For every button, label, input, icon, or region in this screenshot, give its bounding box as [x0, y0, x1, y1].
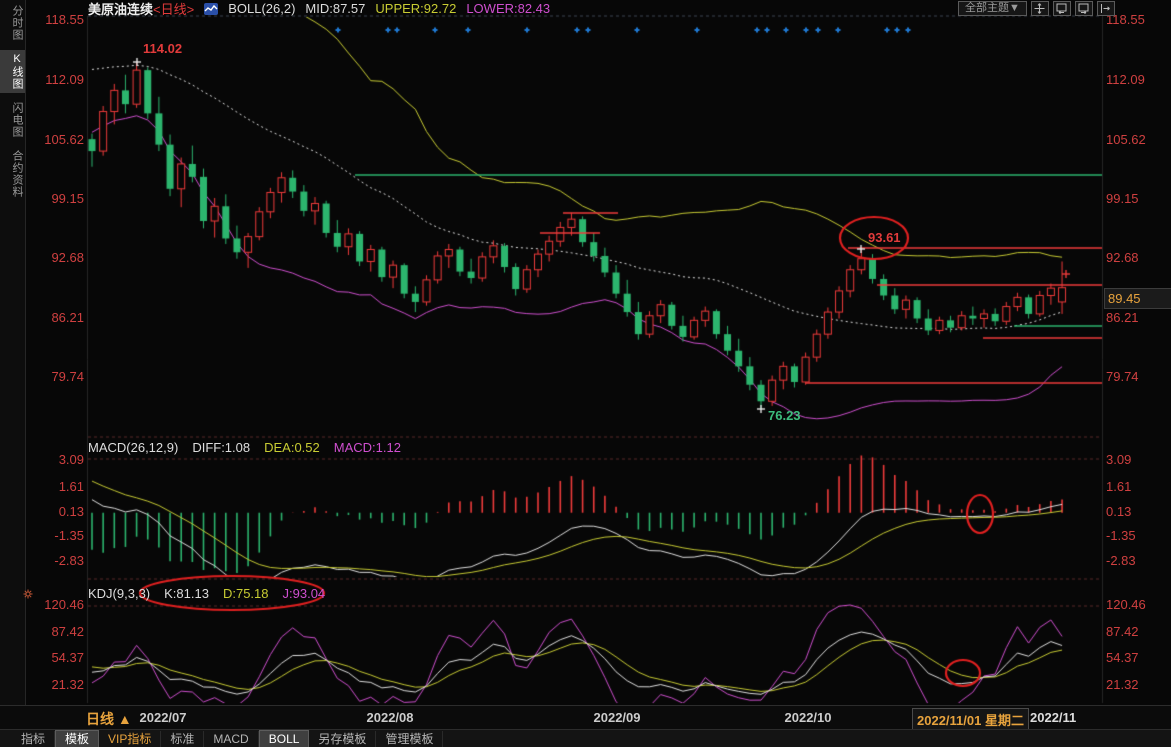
- macd-axis-label: -2.83: [54, 553, 84, 568]
- macd-axis-label: 0.13: [1106, 504, 1132, 519]
- boll-lower-value: LOWER:82.43: [466, 1, 551, 16]
- date-label-trailing: 2022/11: [1030, 710, 1077, 725]
- price-axis-label: 86.21: [51, 310, 84, 325]
- price-axis-label: 118.55: [45, 12, 84, 27]
- kdj-axis-label: 120.46: [44, 597, 84, 612]
- macd-axis-label: -1.35: [1106, 528, 1136, 543]
- kdj-header: KDJ(9,3,3) K:81.13 D:75.18 J:93.04: [88, 586, 325, 601]
- toolbar-tab-5[interactable]: MACD: [204, 731, 259, 747]
- indicator-toolbar: 指标 模板 VIP指标 标准 MACD BOLL 另存模板 管理模板: [0, 729, 1171, 747]
- zoom-in-range-button[interactable]: [1074, 0, 1093, 16]
- current-price-tag: 89.45: [1104, 288, 1171, 309]
- macd-title: MACD(26,12,9): [88, 440, 179, 455]
- toolbar-tab-8[interactable]: 管理模板: [376, 731, 444, 747]
- date-label: 2022/10: [784, 710, 832, 725]
- symbol-name: 美原油连续: [88, 2, 154, 17]
- macd-axis-label: -2.83: [1106, 553, 1136, 568]
- toolbar-tab-6[interactable]: BOLL: [258, 730, 310, 747]
- period-selector[interactable]: 日线 ▲: [86, 711, 132, 727]
- sidebar-tab-2[interactable]: K线图: [0, 50, 25, 93]
- kdj-axis-label: 120.46: [1106, 597, 1146, 612]
- sidebar-tab-4[interactable]: 合约资料: [11, 150, 23, 198]
- toolbar-tab-2[interactable]: 模板: [55, 730, 100, 747]
- toolbar-tab-4[interactable]: 标准: [161, 731, 205, 747]
- toolbar-tab-7[interactable]: 另存模板: [309, 731, 377, 747]
- kdj-d-value: D:75.18: [222, 586, 269, 601]
- kdj-j-value: J:93.04: [282, 586, 326, 601]
- macd-axis-label: 1.61: [1106, 479, 1132, 494]
- macd-dea-value: DEA:0.52: [264, 440, 320, 455]
- range-shrink-icon: [1056, 3, 1067, 14]
- macd-diff-value: DIFF:1.08: [192, 440, 251, 455]
- price-axis-label: 99.15: [1106, 191, 1139, 206]
- macd-macd-value: MACD:1.12: [333, 440, 401, 455]
- kdj-axis-label: 54.37: [51, 650, 84, 665]
- period-tag: <日线>: [153, 2, 195, 17]
- kline-chart-icon: [204, 2, 219, 15]
- date-axis: 日线 ▲ 2022/11/01 星期二 2022/11 2022/07 2022/…: [0, 705, 1171, 731]
- theme-selector-dropdown[interactable]: 全部主题▼: [958, 0, 1027, 16]
- macd-axis-label: 1.61: [58, 479, 84, 494]
- pan-right-button[interactable]: [1096, 0, 1115, 16]
- low-price-annotation: 76.23: [768, 408, 801, 423]
- sidebar-tab-3[interactable]: 闪电图: [11, 102, 23, 138]
- range-expand-icon: [1078, 3, 1089, 14]
- date-label: 2022/07: [139, 710, 187, 725]
- toolbar-tab-3[interactable]: VIP指标: [99, 731, 162, 747]
- kdj-k-value: K:81.13: [164, 586, 209, 601]
- price-axis-label: 105.62: [44, 132, 84, 147]
- date-label: 2022/08: [366, 710, 414, 725]
- peak-price-annotation: 93.61: [868, 230, 901, 245]
- zoom-out-range-button[interactable]: [1052, 0, 1071, 16]
- kdj-axis-label: 21.32: [1106, 677, 1139, 692]
- move-cross-icon: [1034, 2, 1045, 14]
- macd-axis-label: 3.09: [1106, 452, 1132, 467]
- price-axis-label: 118.55: [1106, 12, 1145, 27]
- toolbar-tab-1[interactable]: 指标: [12, 731, 56, 747]
- boll-upper-value: UPPER:92.72: [375, 1, 457, 16]
- kdj-axis-label: 21.32: [51, 677, 84, 692]
- high-price-annotation: 114.02: [143, 41, 183, 56]
- price-axis-label: 79.74: [1106, 369, 1139, 384]
- price-axis-label: 79.74: [51, 369, 84, 384]
- pan-arrow-icon: [1101, 3, 1111, 13]
- price-axis-label: 92.68: [1106, 250, 1139, 265]
- boll-mid-value: MID:87.57: [305, 1, 366, 16]
- price-axis-label: 112.09: [45, 72, 84, 87]
- kline-chart-canvas[interactable]: [0, 0, 1171, 705]
- kdj-axis-label: 87.42: [1106, 624, 1139, 639]
- chart-type-sidebar: 分时图 K线图闪电图合约资料: [0, 0, 26, 705]
- price-axis-label: 92.68: [51, 250, 84, 265]
- price-axis-label: 112.09: [1106, 72, 1145, 87]
- price-axis-label: 99.15: [51, 191, 84, 206]
- chart-header: 美原油连续<日线> BOLL(26,2) MID:87.57 UPPER:92.…: [88, 1, 551, 17]
- kdj-title: KDJ(9,3,3): [88, 586, 151, 601]
- macd-axis-label: 0.13: [58, 504, 84, 519]
- chart-controls: 全部主题▼: [958, 0, 1115, 16]
- highlighted-date-label: 2022/11/01 星期二: [912, 708, 1029, 731]
- price-axis-label: 105.62: [1106, 132, 1146, 147]
- indicator-label: BOLL(26,2): [228, 1, 296, 16]
- kdj-settings-icon[interactable]: [23, 586, 33, 604]
- move-tool-button[interactable]: [1030, 0, 1049, 16]
- sidebar-tab-1[interactable]: 分时图: [11, 5, 23, 41]
- macd-header: MACD(26,12,9) DIFF:1.08 DEA:0.52 MACD:1.…: [88, 440, 401, 455]
- kdj-axis-label: 54.37: [1106, 650, 1139, 665]
- price-axis-label: 86.21: [1106, 310, 1139, 325]
- date-label: 2022/09: [593, 710, 641, 725]
- kdj-axis-label: 87.42: [51, 624, 84, 639]
- macd-axis-label: 3.09: [58, 452, 84, 467]
- macd-axis-label: -1.35: [54, 528, 84, 543]
